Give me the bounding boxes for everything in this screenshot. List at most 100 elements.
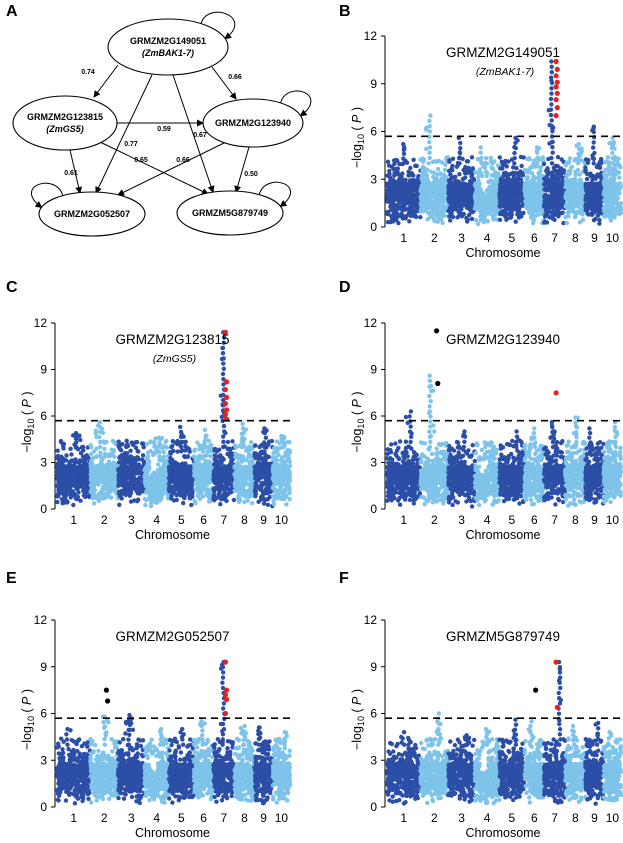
snp-point xyxy=(404,160,410,165)
y-axis-title: −log10 ( P ) xyxy=(350,107,366,168)
snp-point xyxy=(512,201,518,206)
snp-point xyxy=(429,212,434,217)
snp-point xyxy=(179,444,184,450)
snp-point xyxy=(513,188,519,194)
snp-point xyxy=(54,483,60,488)
snp-point xyxy=(596,172,602,178)
snp-point xyxy=(386,191,391,196)
snp-point xyxy=(385,181,390,186)
chromosome-tick-label: 5 xyxy=(509,231,516,245)
chromosome-2-points xyxy=(88,420,121,506)
snp-point xyxy=(76,460,81,465)
snp-point xyxy=(446,208,451,214)
snp-point xyxy=(148,474,153,480)
y-tick-label: 0 xyxy=(40,502,47,516)
snp-point xyxy=(543,192,548,198)
snp-point xyxy=(185,454,191,459)
snp-point xyxy=(438,200,443,205)
snp-point xyxy=(173,440,178,445)
snp-point xyxy=(406,197,412,202)
snp-point xyxy=(459,214,465,219)
snp-point xyxy=(108,495,113,500)
snp-point xyxy=(498,176,504,182)
snp-point xyxy=(188,469,193,474)
snp-point xyxy=(91,449,97,454)
snp-point xyxy=(549,102,554,107)
panel-label-f: F xyxy=(339,570,349,587)
snp-point xyxy=(388,181,393,186)
snp-point xyxy=(476,204,481,209)
snp-point xyxy=(389,195,395,200)
snp-point xyxy=(478,145,483,150)
snp-point xyxy=(549,70,554,75)
snp-point xyxy=(427,118,432,124)
snp-point xyxy=(96,491,102,496)
snp-point xyxy=(136,479,141,484)
snp-point xyxy=(608,181,614,186)
snp-point xyxy=(98,429,103,435)
snp-point xyxy=(442,167,448,173)
snp-point xyxy=(465,159,471,164)
snp-point xyxy=(82,488,88,493)
panel-label-b: B xyxy=(339,3,351,20)
snp-point xyxy=(437,185,442,191)
snp-point xyxy=(72,460,77,465)
snp-point xyxy=(528,210,534,215)
panel-label-c: C xyxy=(6,279,18,296)
snp-point xyxy=(169,444,174,450)
snp-point xyxy=(402,206,407,212)
snp-point xyxy=(439,189,444,194)
snp-point xyxy=(411,157,416,162)
snp-point xyxy=(571,198,576,204)
snp-point xyxy=(81,448,86,453)
snp-point xyxy=(572,184,577,190)
snp-point xyxy=(566,182,571,187)
snp-point xyxy=(60,501,65,506)
snp-point xyxy=(450,214,456,220)
snp-point xyxy=(97,434,102,440)
network-node xyxy=(38,191,146,237)
snp-point xyxy=(550,150,555,155)
snp-point xyxy=(402,146,407,152)
snp-point xyxy=(420,168,425,173)
snp-point xyxy=(549,86,554,91)
snp-point xyxy=(97,420,103,425)
snp-point xyxy=(139,441,145,446)
edge-weight-label: 0.67 xyxy=(193,132,207,139)
edge-weight-label: 0.61 xyxy=(64,170,78,177)
snp-point xyxy=(605,213,611,218)
snp-point xyxy=(476,183,481,188)
edge-weight-label: 0.66 xyxy=(228,74,242,81)
snp-point xyxy=(385,196,390,201)
snp-point xyxy=(527,157,532,162)
y-tick-label: 12 xyxy=(364,29,378,43)
snp-point xyxy=(535,175,541,180)
snp-point xyxy=(393,203,398,208)
snp-point xyxy=(529,205,534,210)
snp-point xyxy=(168,451,173,456)
snp-point xyxy=(606,194,611,199)
snp-point xyxy=(518,203,523,209)
snp-point xyxy=(594,189,599,194)
snp-point xyxy=(616,182,621,187)
snp-point xyxy=(590,155,596,161)
snp-point xyxy=(485,208,490,213)
snp-point xyxy=(518,154,524,160)
snp-point xyxy=(105,471,111,476)
snp-point xyxy=(484,161,490,166)
snp-point xyxy=(427,129,432,134)
network-node xyxy=(202,98,304,148)
snp-point xyxy=(164,445,170,450)
snp-point xyxy=(128,448,133,453)
snp-point xyxy=(74,435,79,440)
snp-point xyxy=(410,209,415,214)
snp-point xyxy=(124,489,129,495)
network-edge xyxy=(93,64,119,98)
snp-point xyxy=(591,129,596,135)
snp-point xyxy=(447,159,452,164)
snp-point xyxy=(463,166,468,171)
snp-point xyxy=(551,182,557,188)
snp-point xyxy=(595,204,600,210)
snp-point xyxy=(548,205,553,210)
